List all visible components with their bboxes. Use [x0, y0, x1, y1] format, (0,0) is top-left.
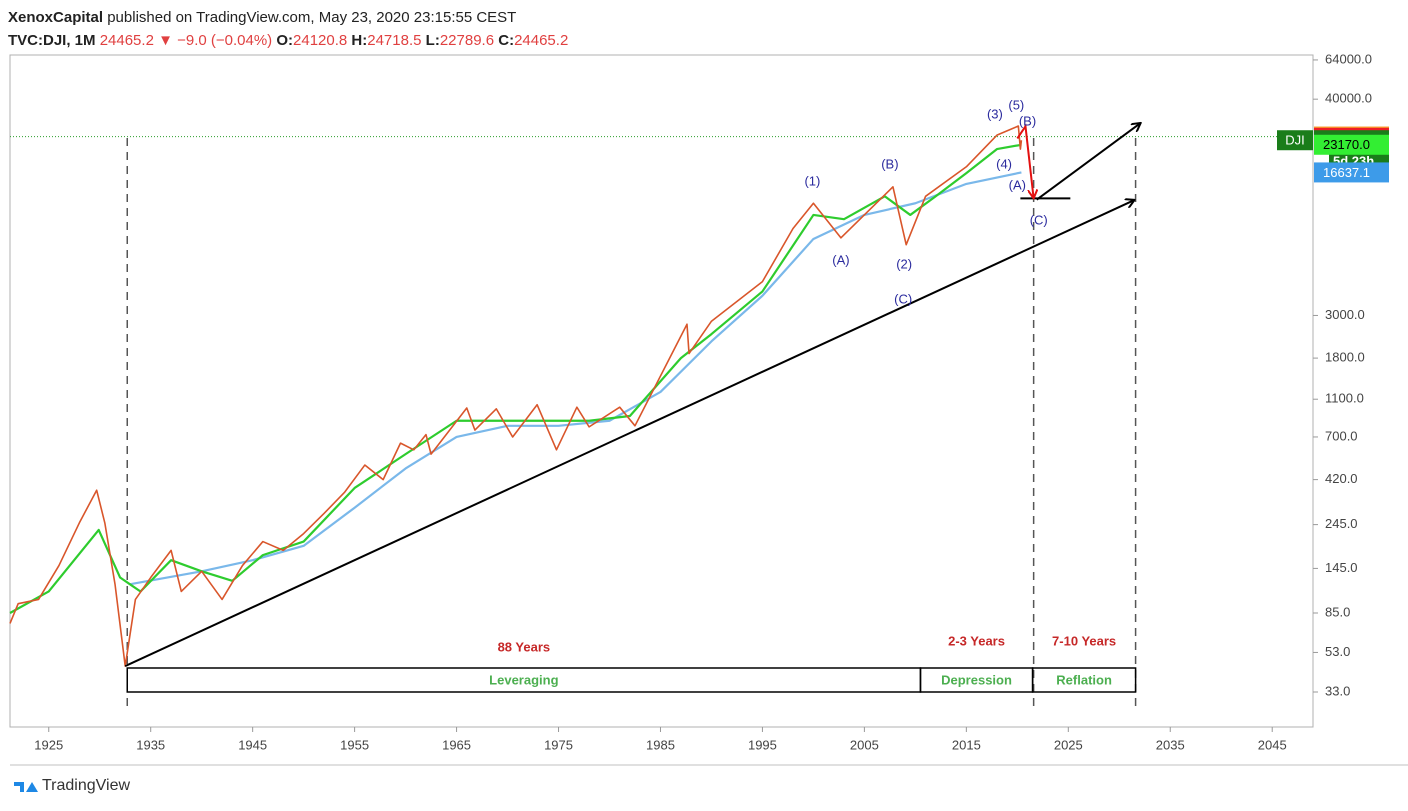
x-tick-label: 2025 [1054, 737, 1083, 752]
y-tick-label: 1800.0 [1325, 350, 1365, 365]
symbol-badge-label: DJI [1285, 133, 1305, 148]
wave-label: (5) [1008, 97, 1024, 112]
x-tick-label: 1995 [748, 737, 777, 752]
y-tick-label: 1100.0 [1325, 391, 1364, 406]
y-tick-label: 245.0 [1325, 516, 1358, 531]
series-line [9, 125, 1023, 667]
ohlc-value: 24718.5 [367, 32, 422, 49]
x-tick-label: 2035 [1156, 737, 1185, 752]
y-tick-label: 420.0 [1325, 471, 1358, 486]
x-tick-label: 1935 [136, 737, 165, 752]
tv-logo [14, 782, 38, 792]
y-tick-label: 700.0 [1325, 428, 1358, 443]
price-badge-label: 23170.0 [1323, 137, 1370, 152]
header: XenoxCapital published on TradingView.co… [8, 6, 568, 52]
ohlc: O:24120.8 H:24718.5 L:22789.6 C:24465.2 [276, 32, 568, 49]
period-name: Reflation [1056, 672, 1112, 687]
x-tick-label: 2045 [1258, 737, 1287, 752]
ohlc-value: 24120.8 [293, 32, 348, 49]
wave-label: (1) [804, 174, 820, 189]
ohlc-line: TVC:DJI, 1M 24465.2 ▼ −9.0 (−0.04%) O:24… [8, 29, 568, 52]
y-tick-label: 85.0 [1325, 604, 1350, 619]
wave-label: (A) [1009, 178, 1026, 193]
y-tick-label: 53.0 [1325, 644, 1350, 659]
ohlc-value: 24465.2 [514, 32, 569, 49]
x-tick-label: 2005 [850, 737, 879, 752]
price-badge-label: 16637.1 [1323, 165, 1370, 180]
x-tick-label: 1925 [34, 737, 63, 752]
wave-label: (C) [1030, 212, 1048, 227]
y-tick-label: 40000.0 [1325, 91, 1372, 106]
period-name: Leveraging [489, 672, 558, 687]
ohlc-label: O: [276, 32, 294, 49]
plot-frame [9, 54, 1314, 728]
published: published on TradingView.com, May 23, 20… [107, 9, 517, 26]
y-tick-label: 145.0 [1325, 560, 1358, 575]
wave-label: (4) [996, 156, 1012, 171]
ohlc-label: C: [498, 32, 515, 49]
series-line [130, 171, 1022, 586]
x-tick-label: 1965 [442, 737, 471, 752]
drawing [1016, 123, 1033, 198]
period-span: 2-3 Years [948, 633, 1005, 648]
author: XenoxCapital [8, 9, 104, 26]
x-tick-label: 1985 [646, 737, 675, 752]
symbol-badge [1277, 130, 1313, 151]
symbol: TVC:DJI, 1M [8, 32, 96, 49]
brand: TradingView [42, 777, 131, 794]
wave-label: (3) [987, 106, 1003, 121]
ohlc-value: 22789.6 [439, 32, 495, 49]
series-line [9, 143, 1022, 614]
wave-label: (C) [894, 292, 912, 307]
ohlc-label: L: [425, 32, 440, 49]
publish-line: XenoxCapital published on TradingView.co… [8, 6, 568, 29]
ohlc-label: H: [351, 32, 368, 49]
drawing [124, 200, 1134, 668]
period-span: 7-10 Years [1052, 633, 1116, 648]
wave-label: (2) [896, 257, 912, 272]
x-tick-label: 1975 [544, 737, 573, 752]
x-tick-label: 1945 [238, 737, 267, 752]
wave-label: (A) [832, 253, 849, 268]
change: ▼ −9.0 (−0.04%) [158, 32, 273, 49]
period-name: Depression [941, 672, 1012, 687]
period-span: 88 Years [498, 639, 551, 654]
x-tick-label: 2015 [952, 737, 981, 752]
y-tick-label: 3000.0 [1325, 307, 1365, 322]
price-badge [1314, 162, 1389, 183]
last: 24465.2 [99, 32, 154, 49]
period-box [1031, 667, 1137, 693]
drawing [1036, 123, 1141, 201]
x-tick-label: 1955 [340, 737, 369, 752]
wave-label: (B) [881, 156, 898, 171]
y-tick-label: 33.0 [1325, 683, 1350, 698]
price-badge [1314, 134, 1389, 155]
wave-label: (B) [1019, 114, 1036, 129]
y-tick-label: 64000.0 [1325, 51, 1372, 66]
